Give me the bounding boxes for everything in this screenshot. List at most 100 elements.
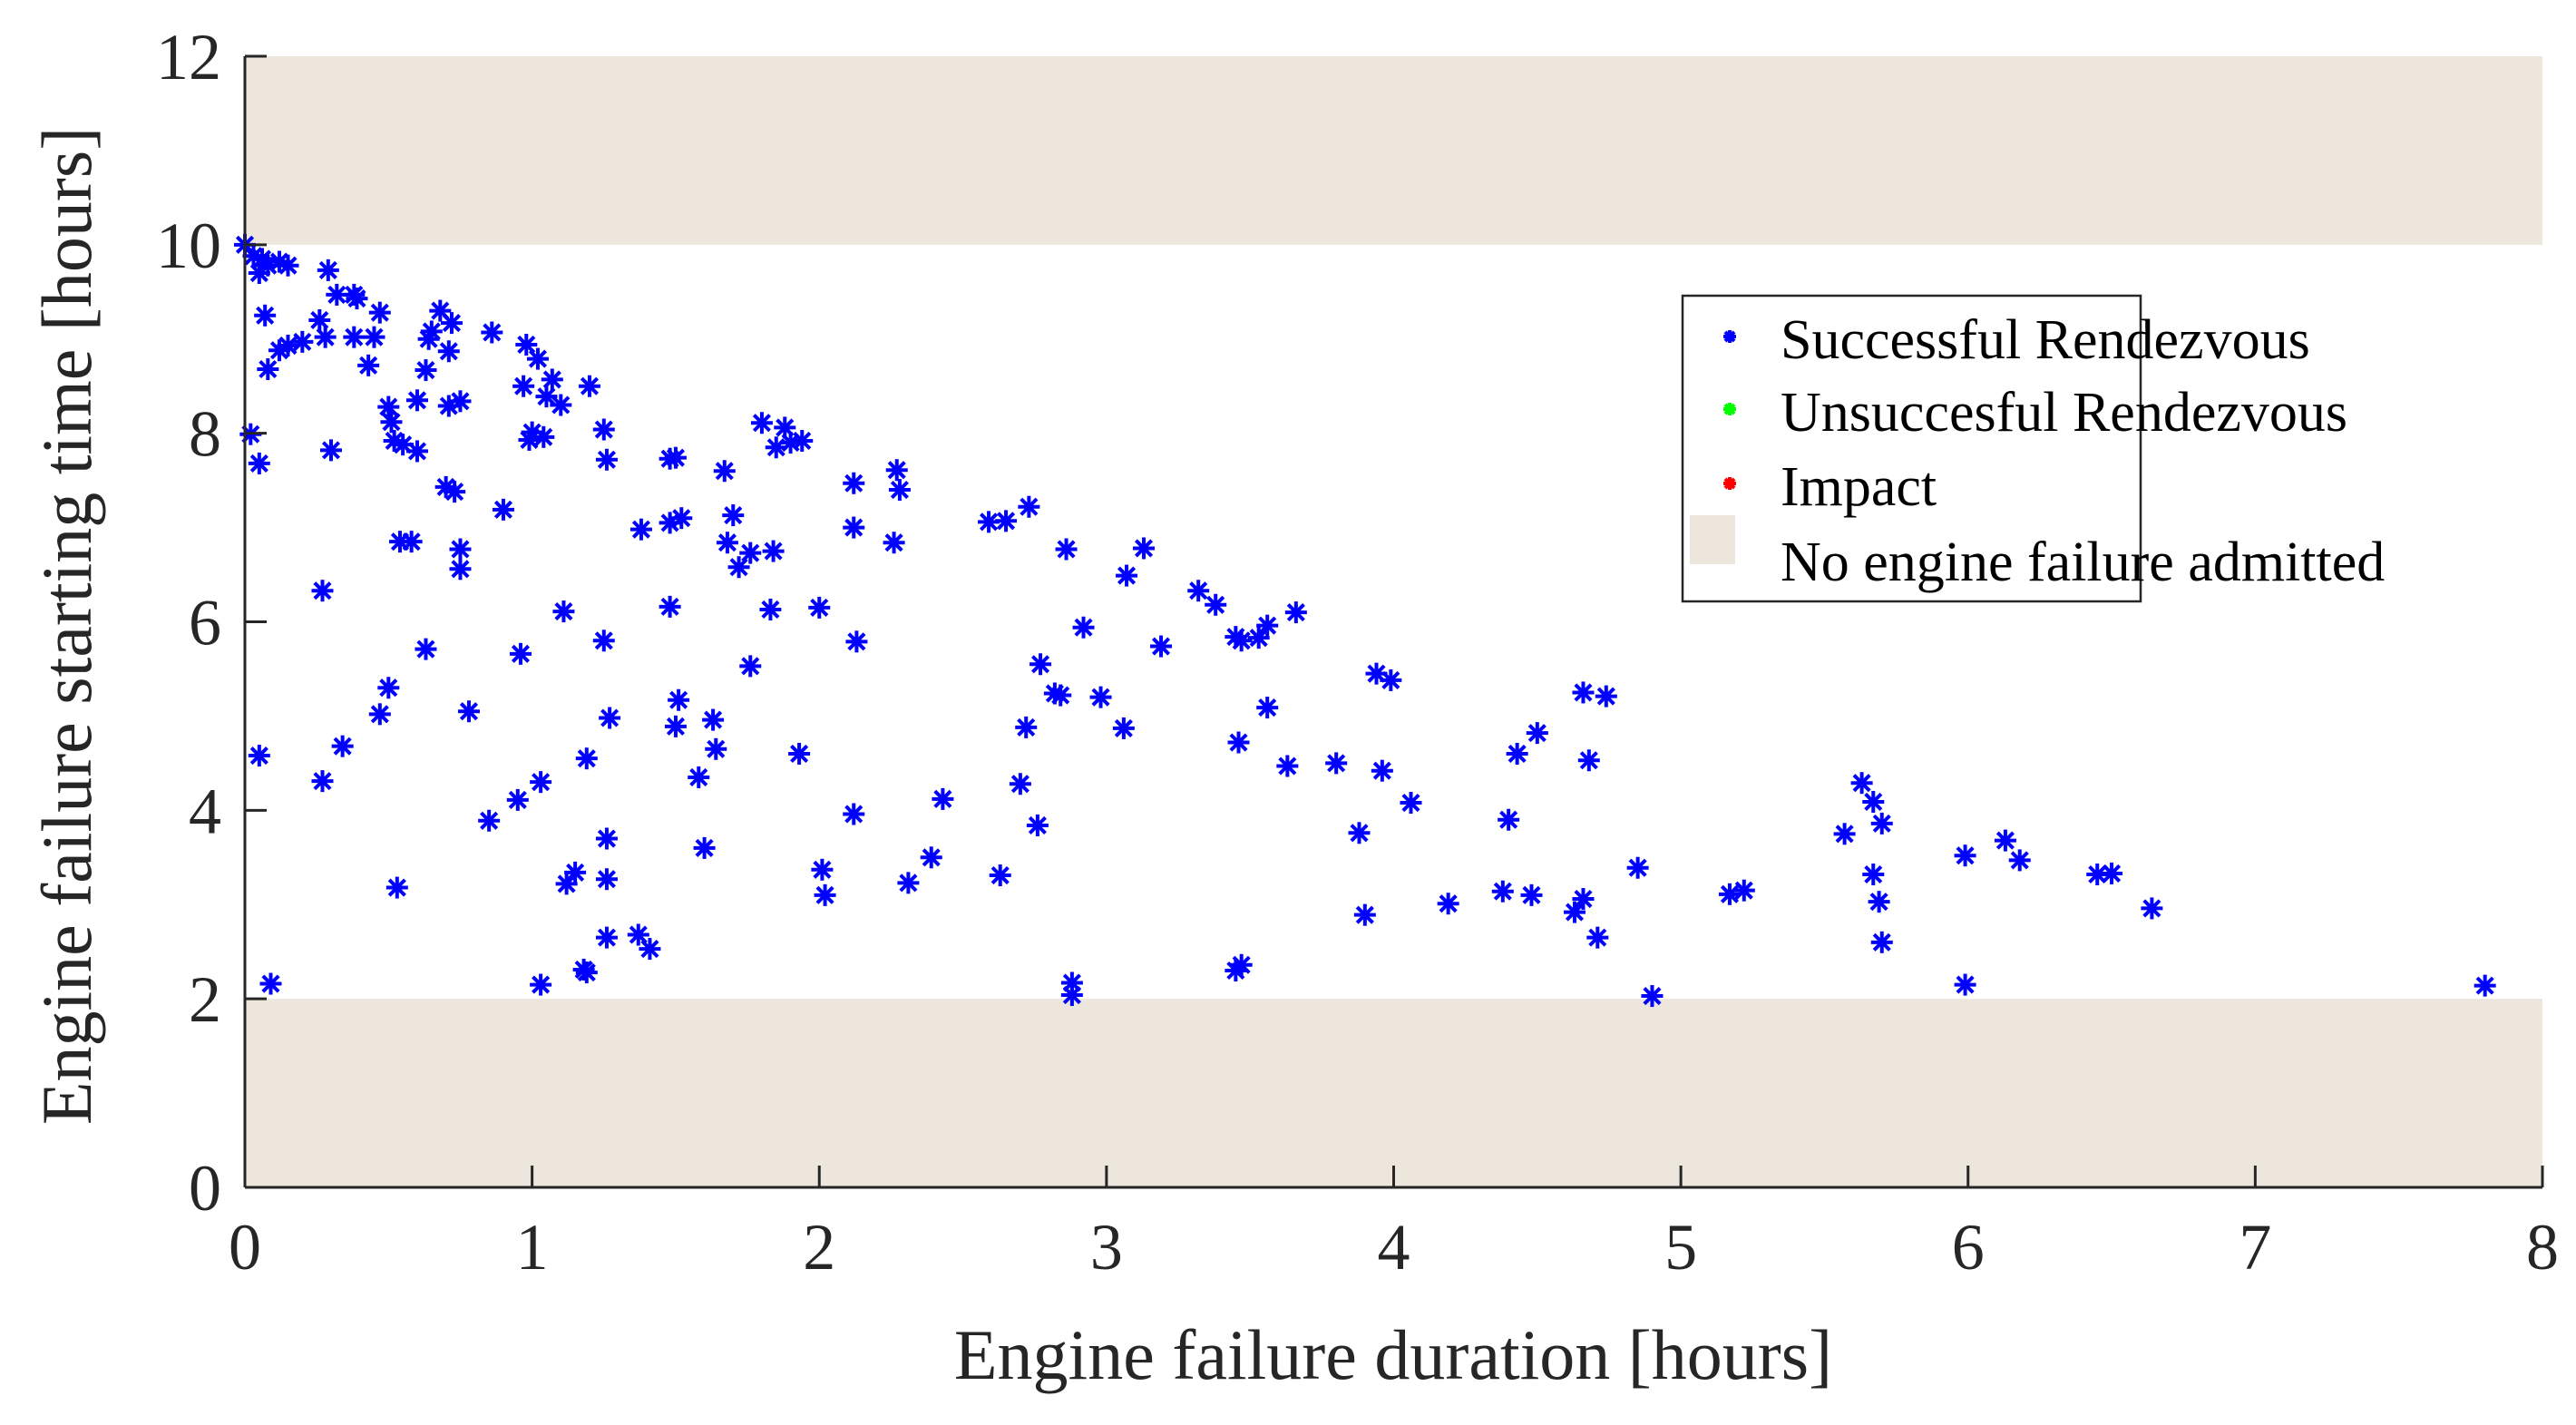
data-point-marker — [1029, 653, 1052, 676]
data-point-marker — [814, 883, 836, 906]
data-point-marker — [1400, 792, 1422, 815]
data-point-marker — [506, 788, 529, 811]
data-point-marker — [492, 498, 514, 521]
y-axis-title: Engine failure starting time [hours] — [27, 127, 106, 1125]
data-point-marker — [308, 308, 331, 331]
data-point-marker — [314, 326, 337, 348]
data-point-marker — [440, 312, 463, 335]
legend-box — [1681, 294, 2142, 603]
x-axis-title: Engine failure duration [hours] — [954, 1315, 1832, 1394]
data-point-marker — [1133, 537, 1156, 560]
data-point-marker — [1870, 931, 1893, 953]
data-point-marker — [575, 961, 598, 984]
data-point-marker — [1205, 593, 1227, 616]
data-point-marker — [739, 542, 762, 564]
data-point-marker — [845, 630, 868, 653]
data-point-marker — [762, 540, 785, 562]
data-point-marker — [883, 532, 905, 554]
y-tick-label: 0 — [189, 1152, 221, 1225]
data-point-marker — [319, 439, 342, 462]
data-point-marker — [659, 595, 681, 618]
data-point-marker — [702, 708, 725, 731]
data-point-marker — [311, 770, 334, 793]
data-point-marker — [248, 745, 270, 767]
data-point-marker — [664, 446, 687, 469]
data-point-marker — [1994, 829, 2016, 852]
data-point-marker — [437, 340, 460, 363]
data-point-marker — [277, 335, 299, 357]
data-point-marker — [1009, 773, 1031, 795]
data-point-marker — [2008, 849, 2031, 872]
data-point-marker — [1595, 685, 1617, 708]
data-point-marker — [1284, 601, 1307, 624]
data-point-marker — [515, 333, 538, 356]
data-point-marker — [1049, 684, 1072, 707]
data-point-marker — [415, 359, 437, 382]
data-point-marker — [377, 395, 400, 418]
data-point-marker — [2101, 862, 2123, 884]
data-point-marker — [518, 428, 541, 451]
data-point-marker — [1626, 856, 1649, 879]
data-point-marker — [713, 460, 736, 483]
data-point-marker — [2141, 897, 2163, 920]
data-point-marker — [526, 347, 549, 370]
data-point-marker — [400, 531, 423, 553]
data-point-marker — [550, 394, 572, 416]
data-point-marker — [291, 330, 314, 353]
data-point-marker — [664, 715, 687, 737]
data-point-marker — [1015, 716, 1038, 738]
x-tick-label: 2 — [803, 1211, 835, 1283]
data-point-marker — [1491, 880, 1514, 903]
data-point-marker — [1256, 614, 1279, 637]
data-points — [234, 233, 2496, 1008]
legend-label: No engine failure admitted — [1781, 532, 2385, 593]
legend-label: Unsuccesful Rendezvous — [1781, 382, 2347, 444]
data-point-marker — [705, 737, 727, 760]
data-point-marker — [1520, 883, 1543, 906]
x-tick-label: 5 — [1664, 1211, 1697, 1283]
data-point-marker — [259, 972, 282, 995]
legend-marker-icon — [1723, 330, 1736, 343]
data-point-marker — [509, 642, 532, 665]
data-point-marker — [1072, 616, 1095, 639]
data-point-marker — [722, 504, 745, 527]
data-point-marker — [750, 412, 773, 434]
y-tick-label: 10 — [156, 210, 221, 282]
data-point-marker — [2086, 863, 2109, 885]
data-point-marker — [1718, 883, 1741, 905]
data-point-marker — [478, 809, 501, 832]
data-point-marker — [357, 354, 380, 376]
data-point-marker — [343, 326, 366, 348]
shaded-region-top — [245, 56, 2542, 245]
data-point-marker — [311, 580, 334, 602]
data-point-marker — [1026, 814, 1049, 836]
data-point-marker — [716, 532, 738, 554]
data-point-marker — [727, 556, 750, 579]
data-point-marker — [254, 304, 277, 327]
data-point-marker — [670, 507, 693, 530]
data-point-marker — [1380, 669, 1402, 691]
data-point-marker — [1862, 863, 1885, 885]
data-point-marker — [248, 262, 270, 285]
data-point-marker — [1230, 630, 1253, 652]
data-point-marker — [989, 864, 1011, 887]
data-point-marker — [2474, 974, 2496, 997]
data-point-marker — [444, 481, 466, 503]
data-point-marker — [592, 630, 615, 652]
data-point-marker — [535, 386, 558, 408]
data-point-marker — [888, 479, 911, 502]
data-point-marker — [1586, 926, 1609, 949]
shaded-region-bottom — [245, 999, 2542, 1187]
data-point-marker — [1150, 635, 1173, 658]
data-point-marker — [592, 418, 615, 441]
data-point-marker — [1870, 812, 1893, 835]
data-point-marker — [791, 429, 814, 452]
data-point-marker — [920, 846, 942, 869]
data-point-marker — [578, 375, 600, 397]
x-tick-label: 4 — [1378, 1211, 1410, 1283]
x-tick-label: 6 — [1952, 1211, 1985, 1283]
data-point-marker — [1641, 985, 1664, 1008]
data-point-marker — [1227, 731, 1250, 754]
data-point-marker — [1325, 752, 1348, 775]
data-point-marker — [811, 858, 834, 881]
